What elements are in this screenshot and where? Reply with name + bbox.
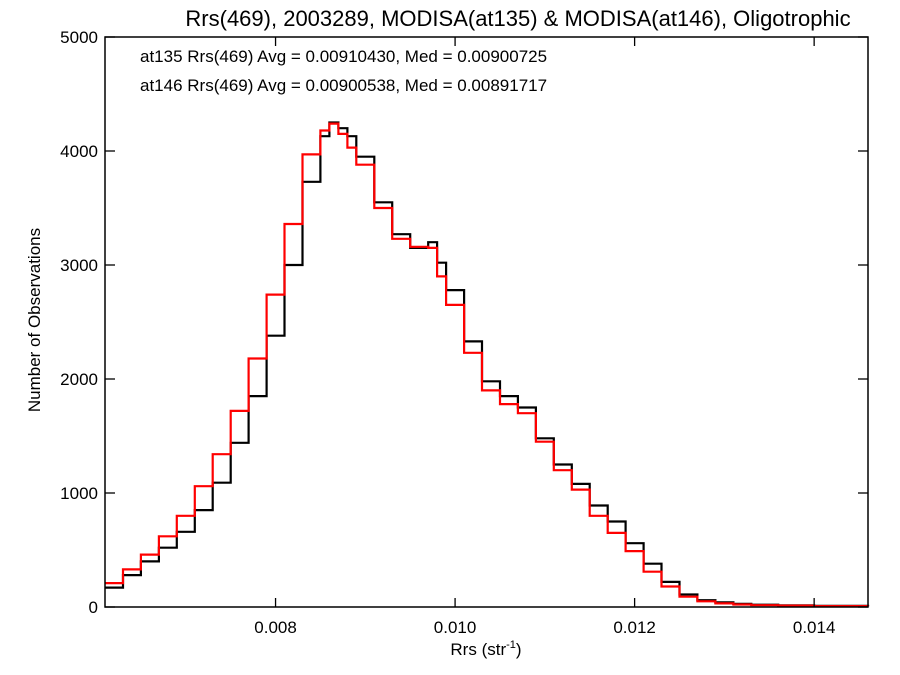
- y-axis-label: Number of Observations: [25, 228, 44, 412]
- y-tick-label-2: 2000: [60, 370, 98, 389]
- x-axis-label-end: ): [516, 640, 522, 659]
- x-axis-label: Rrs (str-1): [450, 639, 521, 659]
- x-tick-label-1: 0.010: [434, 618, 477, 637]
- y-tick-label-5: 5000: [60, 28, 98, 47]
- ticks-layer: 0.008 0.010 0.012 0.014 0 1000 2000 3000 4000 500…: [60, 28, 868, 637]
- series-line-1: [105, 122, 870, 608]
- annotation-at135: at135 Rrs(469) Avg = 0.00910430, Med = 0…: [140, 47, 547, 66]
- x-axis-label-superscript: -1: [506, 639, 516, 651]
- annotation-at146: at146 Rrs(469) Avg = 0.00900538, Med = 0…: [140, 76, 547, 95]
- y-tick-label-1: 1000: [60, 484, 98, 503]
- y-tick-label-4: 4000: [60, 142, 98, 161]
- chart-title: Rrs(469), 2003289, MODISA(at135) & MODIS…: [185, 6, 850, 31]
- plot-frame: [104, 36, 869, 608]
- x-tick-label-2: 0.012: [613, 618, 656, 637]
- series-line-0: [105, 121, 870, 607]
- x-tick-label-3: 0.014: [793, 618, 836, 637]
- y-tick-label-3: 3000: [60, 256, 98, 275]
- series-layer: [105, 121, 870, 608]
- y-tick-label-0: 0: [89, 598, 98, 617]
- x-tick-label-0: 0.008: [254, 618, 297, 637]
- x-axis-label-main: Rrs (str: [450, 640, 506, 659]
